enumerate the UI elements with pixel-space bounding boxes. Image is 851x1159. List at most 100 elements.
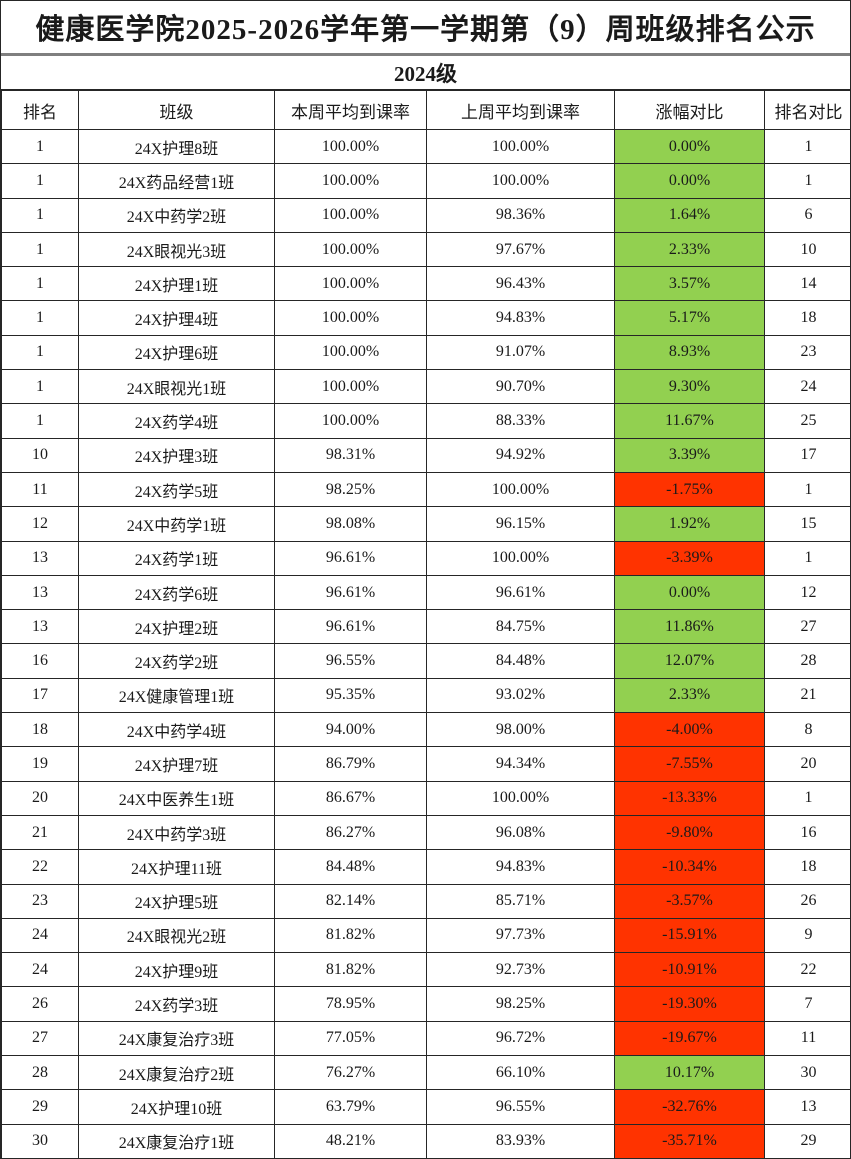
rank-cell: 1	[1, 334, 79, 371]
this-week-cell: 84.48%	[274, 849, 427, 885]
table-row: 13 24X护理2班 96.61% 84.75% 11.86% 27	[1, 609, 851, 645]
rank-cell: 19	[1, 746, 79, 782]
page-title: 健康医学院2025-2026学年第一学期第（9）周班级排名公示	[1, 1, 850, 56]
last-week-cell: 98.36%	[426, 197, 615, 233]
last-week-cell: 93.02%	[426, 677, 615, 714]
last-week-cell: 91.07%	[426, 334, 615, 371]
this-week-cell: 100.00%	[274, 231, 427, 268]
rank-cell: 1	[1, 197, 79, 233]
rank-compare-cell: 9	[764, 917, 851, 954]
table-row: 1 24X药学4班 100.00% 88.33% 11.67% 25	[1, 403, 851, 439]
rank-cell: 13	[1, 540, 79, 576]
change-cell: -4.00%	[614, 712, 765, 748]
table-row: 17 24X健康管理1班 95.35% 93.02% 2.33% 21	[1, 677, 851, 714]
last-week-cell: 96.61%	[426, 574, 615, 611]
change-cell: 1.92%	[614, 506, 765, 542]
rank-compare-cell: 1	[764, 471, 851, 508]
last-week-cell: 100.00%	[426, 471, 615, 508]
table-row: 11 24X药学5班 98.25% 100.00% -1.75% 1	[1, 471, 851, 508]
class-cell: 24X眼视光1班	[78, 369, 275, 405]
change-cell: 5.17%	[614, 300, 765, 336]
this-week-cell: 100.00%	[274, 369, 427, 405]
this-week-cell: 100.00%	[274, 197, 427, 233]
rank-compare-cell: 18	[764, 300, 851, 336]
this-week-cell: 96.61%	[274, 574, 427, 611]
rank-cell: 13	[1, 574, 79, 611]
this-week-cell: 95.35%	[274, 677, 427, 714]
this-week-cell: 77.05%	[274, 1020, 427, 1057]
rank-compare-cell: 27	[764, 609, 851, 645]
change-cell: -15.91%	[614, 917, 765, 954]
this-week-cell: 63.79%	[274, 1089, 427, 1125]
rank-compare-cell: 20	[764, 746, 851, 782]
change-cell: -35.71%	[614, 1123, 765, 1159]
change-cell: 9.30%	[614, 369, 765, 405]
change-cell: 10.17%	[614, 1055, 765, 1091]
change-cell: -10.34%	[614, 849, 765, 885]
change-cell: -10.91%	[614, 952, 765, 988]
class-cell: 24X眼视光3班	[78, 231, 275, 268]
table-header-row: 排名 班级 本周平均到课率 上周平均到课率 涨幅对比 排名对比	[1, 90, 851, 130]
class-cell: 24X药品经营1班	[78, 163, 275, 199]
last-week-cell: 97.73%	[426, 917, 615, 954]
rank-compare-cell: 1	[764, 780, 851, 816]
column-header-last-week: 上周平均到课率	[426, 90, 615, 130]
last-week-cell: 88.33%	[426, 403, 615, 439]
table-body: 1 24X护理8班 100.00% 100.00% 0.00% 1 1 24X药品经营1班 10…	[1, 128, 851, 1159]
rank-compare-cell: 24	[764, 369, 851, 405]
rank-compare-cell: 16	[764, 814, 851, 851]
rank-cell: 1	[1, 266, 79, 302]
last-week-cell: 94.83%	[426, 300, 615, 336]
rank-cell: 24	[1, 952, 79, 988]
rank-compare-cell: 22	[764, 952, 851, 988]
rank-compare-cell: 1	[764, 163, 851, 199]
class-ranking-table: 排名 班级 本周平均到课率 上周平均到课率 涨幅对比 排名对比 1 24X护理8班…	[1, 90, 851, 1159]
change-cell: 2.33%	[614, 677, 765, 714]
rank-compare-cell: 14	[764, 266, 851, 302]
rank-cell: 1	[1, 300, 79, 336]
this-week-cell: 100.00%	[274, 300, 427, 336]
table-row: 10 24X护理3班 98.31% 94.92% 3.39% 17	[1, 437, 851, 473]
last-week-cell: 100.00%	[426, 780, 615, 816]
rank-cell: 1	[1, 369, 79, 405]
class-cell: 24X中药学3班	[78, 814, 275, 851]
class-cell: 24X药学3班	[78, 986, 275, 1022]
this-week-cell: 81.82%	[274, 917, 427, 954]
last-week-cell: 66.10%	[426, 1055, 615, 1091]
last-week-cell: 100.00%	[426, 163, 615, 199]
table-row: 1 24X眼视光3班 100.00% 97.67% 2.33% 10	[1, 231, 851, 268]
rank-compare-cell: 25	[764, 403, 851, 439]
last-week-cell: 94.34%	[426, 746, 615, 782]
rank-cell: 1	[1, 128, 79, 165]
rank-cell: 27	[1, 1020, 79, 1057]
column-header-class: 班级	[78, 90, 275, 130]
class-cell: 24X护理10班	[78, 1089, 275, 1125]
last-week-cell: 84.75%	[426, 609, 615, 645]
rank-cell: 10	[1, 437, 79, 473]
rank-cell: 1	[1, 163, 79, 199]
rank-cell: 1	[1, 403, 79, 439]
rank-compare-cell: 12	[764, 574, 851, 611]
this-week-cell: 86.79%	[274, 746, 427, 782]
change-cell: 11.67%	[614, 403, 765, 439]
table-row: 21 24X中药学3班 86.27% 96.08% -9.80% 16	[1, 814, 851, 851]
change-cell: 3.57%	[614, 266, 765, 302]
rank-compare-cell: 30	[764, 1055, 851, 1091]
last-week-cell: 98.25%	[426, 986, 615, 1022]
column-header-rank: 排名	[1, 90, 79, 130]
class-cell: 24X药学2班	[78, 643, 275, 679]
last-week-cell: 84.48%	[426, 643, 615, 679]
column-header-rank-compare: 排名对比	[764, 90, 851, 130]
this-week-cell: 100.00%	[274, 128, 427, 165]
last-week-cell: 98.00%	[426, 712, 615, 748]
table-row: 1 24X药品经营1班 100.00% 100.00% 0.00% 1	[1, 163, 851, 199]
this-week-cell: 100.00%	[274, 163, 427, 199]
rank-compare-cell: 26	[764, 883, 851, 919]
last-week-cell: 96.08%	[426, 814, 615, 851]
rank-cell: 30	[1, 1123, 79, 1159]
this-week-cell: 76.27%	[274, 1055, 427, 1091]
table-row: 19 24X护理7班 86.79% 94.34% -7.55% 20	[1, 746, 851, 782]
this-week-cell: 96.55%	[274, 643, 427, 679]
last-week-cell: 90.70%	[426, 369, 615, 405]
